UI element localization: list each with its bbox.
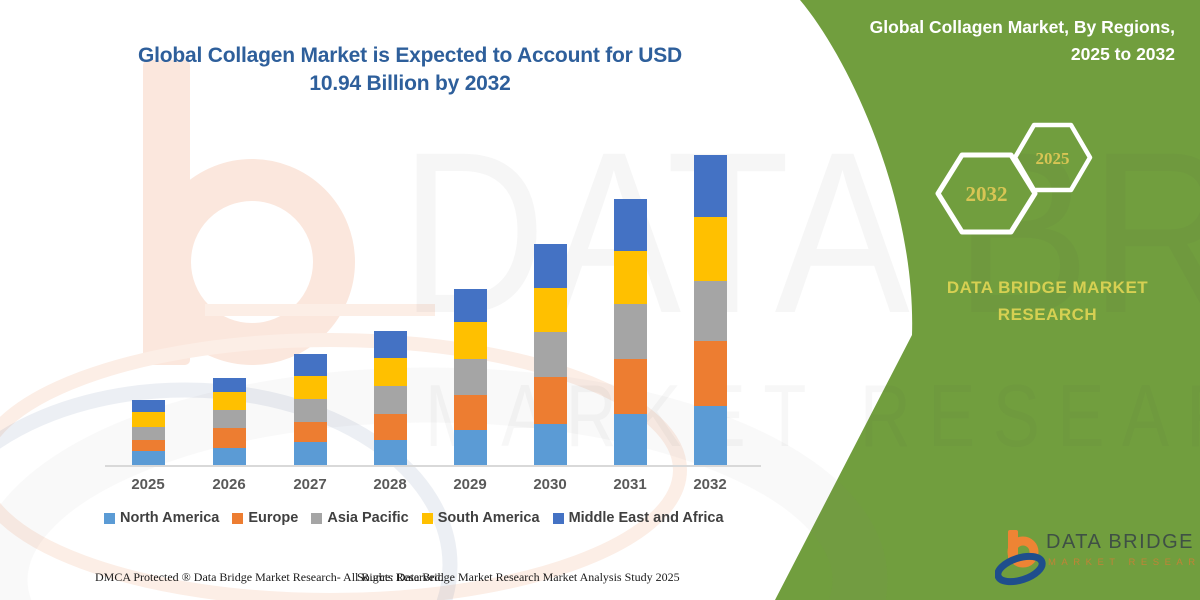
legend-item-north-america: North America <box>104 510 219 526</box>
bar-segment-asia-pacific-2027 <box>293 399 327 422</box>
bar-segment-asia-pacific-2032 <box>693 281 727 341</box>
stacked-bar-2025 <box>131 400 165 466</box>
bar-segment-south-america-2027 <box>293 376 327 399</box>
bar-segment-south-america-2031 <box>613 251 647 304</box>
hexagon-2025-label: 2025 <box>1036 149 1070 168</box>
x-axis-label-2026: 2026 <box>212 476 246 493</box>
bar-segment-asia-pacific-2028 <box>373 386 407 414</box>
legend-swatch-asia-pacific <box>311 512 323 524</box>
legend-swatch-middle-east-and-africa <box>552 512 564 524</box>
bar-segment-europe-2029 <box>453 395 487 430</box>
x-axis-label-2025: 2025 <box>131 476 165 493</box>
bar-segment-middle-east-and-africa-2027 <box>293 354 327 376</box>
bar-segment-middle-east-and-africa-2029 <box>453 289 487 322</box>
chart-legend: North America Europe Asia Pacific South Ame… <box>104 510 764 526</box>
hexagon-2032-outline <box>935 152 1038 235</box>
bar-segment-south-america-2030 <box>533 288 567 332</box>
bar-segment-south-america-2029 <box>453 322 487 359</box>
legend-swatch-north-america <box>104 512 115 524</box>
dmca-copyright-text: DMCA Protected ® Data Bridge Market Rese… <box>95 570 444 584</box>
bar-segment-south-america-2028 <box>373 358 407 386</box>
legend-item-middle-east-and-africa: Middle East and Africa <box>552 510 724 526</box>
x-axis-label-2028: 2028 <box>373 476 407 493</box>
year-hexagons: 2025 2032 <box>935 122 1093 235</box>
bar-segment-north-america-2031 <box>613 414 647 466</box>
legend-label-asia-pacific: Asia Pacific <box>327 510 409 526</box>
bar-segment-north-america-2025 <box>131 451 165 466</box>
bar-segment-north-america-2026 <box>212 448 246 466</box>
brand-line1: DATA BRIDGE MARKET <box>946 278 1149 297</box>
bar-segment-middle-east-and-africa-2030 <box>533 244 567 288</box>
bar-segment-europe-2028 <box>373 414 407 440</box>
stacked-bar-2030 <box>533 244 567 466</box>
bar-segment-asia-pacific-2026 <box>212 410 246 428</box>
bar-segment-europe-2026 <box>212 428 246 448</box>
bar-segment-europe-2025 <box>131 440 165 451</box>
bar-segment-south-america-2025 <box>131 412 165 427</box>
bar-segment-middle-east-and-africa-2032 <box>693 155 727 217</box>
green-panel-shape <box>775 0 1200 600</box>
bar-segment-asia-pacific-2029 <box>453 359 487 395</box>
stacked-bar-2026 <box>212 378 246 466</box>
chart-title: Global Collagen Market is Expected to Ac… <box>137 44 683 95</box>
bar-segment-asia-pacific-2030 <box>533 332 567 377</box>
x-axis-label-2031: 2031 <box>613 476 647 493</box>
legend-swatch-south-america <box>421 512 433 524</box>
bar-segment-north-america-2032 <box>693 406 727 466</box>
bar-segment-europe-2030 <box>533 377 567 424</box>
source-text: Source: Data Bridge Market Research Mark… <box>357 570 680 584</box>
hexagon-2032-label: 2032 <box>966 182 1008 206</box>
stacked-bar-2029 <box>453 289 487 466</box>
legend-label-middle-east-and-africa: Middle East and Africa <box>568 510 724 526</box>
bar-segment-europe-2031 <box>613 359 647 414</box>
legend-item-asia-pacific: Asia Pacific <box>311 510 409 526</box>
bar-segment-middle-east-and-africa-2031 <box>613 199 647 251</box>
bar-segment-south-america-2026 <box>212 392 246 410</box>
x-axis-label-2032: 2032 <box>693 476 727 493</box>
bar-segment-north-america-2029 <box>453 430 487 466</box>
watermark-text-data-bridge: DATA BRIDGE <box>400 104 1200 361</box>
logo-blue-swoosh <box>995 552 1046 586</box>
legend-item-europe: Europe <box>232 510 298 526</box>
x-axis-label-2029: 2029 <box>453 476 487 493</box>
watermark-peach-band <box>205 304 435 316</box>
x-axis-label-2027: 2027 <box>293 476 327 493</box>
bar-segment-south-america-2032 <box>693 217 727 281</box>
legend-label-south-america: South America <box>437 510 540 526</box>
stacked-bar-2028 <box>373 331 407 466</box>
watermark-peach-arc <box>0 333 687 600</box>
panel-title: Global Collagen Market, By Regions, 2025… <box>869 17 1175 65</box>
legend-item-south-america: South America <box>421 510 540 526</box>
stacked-bar-2032 <box>693 155 727 466</box>
watermark-gray-swoosh <box>0 367 888 600</box>
legend-label-north-america: North America <box>120 510 220 526</box>
bar-segment-asia-pacific-2031 <box>613 304 647 359</box>
legend-swatch-europe <box>232 512 244 524</box>
x-axis-line <box>105 465 761 467</box>
bar-segment-middle-east-and-africa-2028 <box>373 331 407 358</box>
bar-segment-europe-2027 <box>293 422 327 442</box>
legend-label-europe: Europe <box>248 510 299 526</box>
watermark-blue-swoosh <box>0 382 458 600</box>
bar-segment-asia-pacific-2025 <box>131 427 165 440</box>
brand-wordmark: DATA BRIDGE MARKET RESEARCH <box>915 274 1180 328</box>
bar-segment-middle-east-and-africa-2026 <box>212 378 246 392</box>
bar-segment-north-america-2028 <box>373 440 407 466</box>
brand-line2: RESEARCH <box>997 305 1098 325</box>
stacked-bar-2031 <box>613 199 647 466</box>
logo-sub-wordmark: MARKET RESEARCH <box>1048 557 1200 568</box>
x-axis-label-2030: 2030 <box>533 476 567 493</box>
bar-segment-north-america-2030 <box>533 424 567 466</box>
data-bridge-logo-icon <box>995 530 1046 586</box>
logo-b-bowl <box>1007 536 1039 568</box>
stacked-bar-2027 <box>293 354 327 466</box>
logo-wordmark: DATA BRIDGE <box>1046 531 1195 553</box>
bar-segment-north-america-2027 <box>293 442 327 466</box>
bar-segment-middle-east-and-africa-2025 <box>131 400 165 412</box>
bar-segment-europe-2032 <box>693 341 727 406</box>
